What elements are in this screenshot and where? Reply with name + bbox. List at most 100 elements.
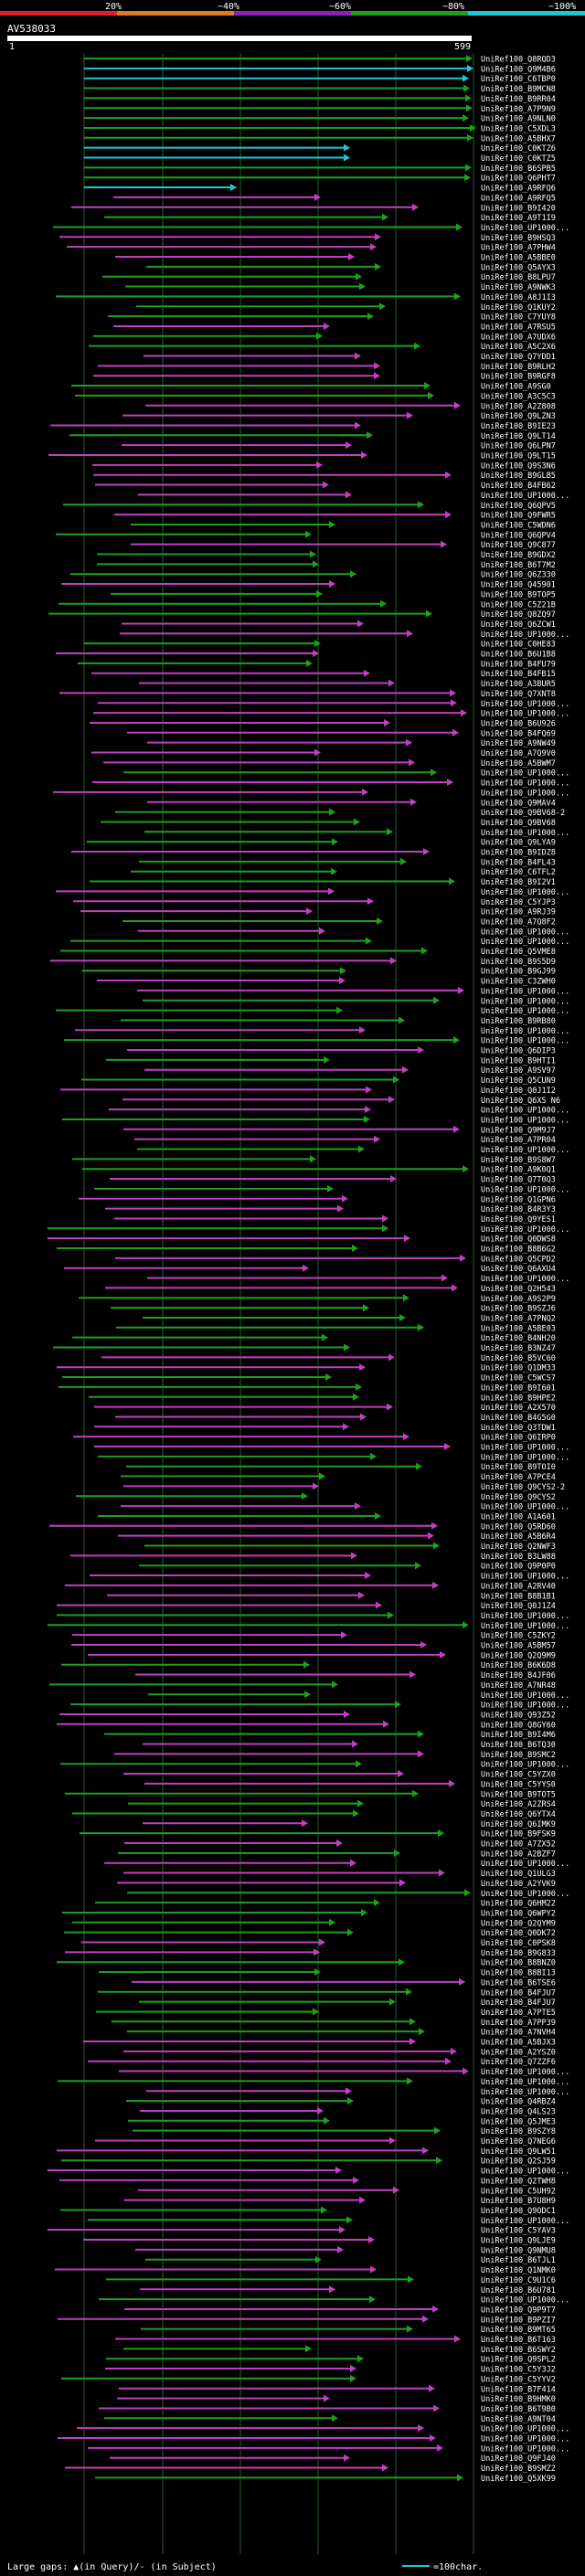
hit-arrow <box>313 560 319 568</box>
hit-arrow <box>324 2394 330 2402</box>
hit-arrow <box>419 2028 425 2036</box>
hit-arrow <box>424 382 431 390</box>
hit-label: UniRef100_UP1000... <box>481 1701 569 1711</box>
hit-arrow <box>457 2474 463 2482</box>
hit-arrow <box>370 243 377 251</box>
hit-arrow <box>303 1264 309 1272</box>
hit-arrow <box>355 421 361 429</box>
hit-label: UniRef100_A9SG0 <box>481 383 551 392</box>
hit-arrow <box>436 2157 442 2165</box>
hit-label: UniRef100_B8B1B1 <box>481 1592 556 1601</box>
hit-label: UniRef100_Q8RQD3 <box>481 56 556 65</box>
hit-arrow <box>412 1789 419 1797</box>
hit-label: UniRef100_A7PCE4 <box>481 1473 556 1482</box>
hit-arrow <box>430 2434 436 2442</box>
hit-arrow <box>463 114 469 122</box>
hit-arrow <box>306 659 313 667</box>
hit-label: UniRef100_UP1000... <box>481 1612 569 1621</box>
hit-arrow <box>380 599 387 608</box>
hit-label: UniRef100_UP1000... <box>481 2435 569 2444</box>
hit-arrow <box>304 1691 311 1699</box>
hit-label: UniRef100_A9NLN0 <box>481 115 556 124</box>
hit-arrow <box>313 2008 319 2016</box>
hit-arrow <box>347 1928 354 1936</box>
hit-arrow <box>374 362 380 370</box>
scale-segment <box>468 11 585 16</box>
hit-label: UniRef100_Q5VME8 <box>481 948 556 957</box>
hit-label: UniRef100_B9GJ99 <box>481 968 556 977</box>
scale-segment <box>234 11 351 16</box>
hit-arrow <box>366 937 372 945</box>
hit-arrow <box>434 2126 441 2135</box>
hit-arrow <box>353 1393 359 1401</box>
hit-arrow <box>452 728 459 737</box>
hit-arrow <box>356 272 362 281</box>
hit-arrow <box>303 1660 310 1669</box>
hit-arrow <box>439 1869 445 1877</box>
hit-arrow <box>352 1740 358 1748</box>
hit-arrow <box>402 1065 409 1074</box>
hit-arrow <box>364 669 370 677</box>
hit-label: UniRef100_Q9LJE9 <box>481 2237 556 2246</box>
scale-legend: =100char. <box>433 2562 483 2572</box>
hit-arrow <box>458 986 464 994</box>
hit-label: UniRef100_B9HMK0 <box>481 2395 556 2404</box>
hit-label: UniRef100_B9SZY8 <box>481 2127 556 2136</box>
hit-arrow <box>355 1502 361 1511</box>
hit-label: UniRef100_B9RR04 <box>481 95 556 104</box>
hit-arrow <box>346 491 352 499</box>
hit-arrow <box>432 1581 439 1589</box>
hit-label: UniRef100_A5BHX7 <box>481 134 556 143</box>
hit-label: UniRef100_C0HE83 <box>481 641 556 650</box>
hit-label: UniRef100_Q9ODC1 <box>481 2207 556 2216</box>
hit-arrow <box>454 292 461 301</box>
hit-arrow <box>354 818 360 826</box>
hit-arrow <box>375 1511 381 1520</box>
hit-arrow <box>418 2424 424 2433</box>
hit-label: UniRef100_Q7YDD1 <box>481 353 556 362</box>
hit-label: UniRef100_B9TOP5 <box>481 590 556 599</box>
hit-label: UniRef100_Q6HM22 <box>481 1900 556 1909</box>
hit-arrow <box>399 1016 405 1024</box>
hit-arrow <box>459 1977 465 1986</box>
hit-label: UniRef100_B8LPU7 <box>481 273 556 282</box>
hit-arrow <box>314 748 321 757</box>
hit-label: UniRef100_A5BBE0 <box>481 254 556 263</box>
hit-arrow <box>418 1046 424 1054</box>
hit-arrow <box>369 2295 376 2304</box>
hit-arrow <box>319 927 325 935</box>
hit-label: UniRef100_UP1000... <box>481 1037 569 1046</box>
hit-label: UniRef100_UP1000... <box>481 928 569 937</box>
hit-label: UniRef100_C0KTZ6 <box>481 144 556 154</box>
hit-arrow <box>467 133 473 142</box>
scale-label: ~40% <box>218 2 239 12</box>
hit-label: UniRef100_Q6YTX4 <box>481 1810 556 1819</box>
hit-label: UniRef100_B6TQ30 <box>481 1741 556 1750</box>
hit-arrow <box>359 282 366 291</box>
hit-label: UniRef100_UP1000... <box>481 710 569 719</box>
gridlines <box>83 53 474 2554</box>
hit-arrow <box>395 1701 401 1709</box>
hit-label: UniRef100_C5WDN6 <box>481 521 556 530</box>
hit-label: UniRef100_C5WCS7 <box>481 1374 556 1383</box>
hit-label: UniRef100_UP1000... <box>481 1573 569 1582</box>
hit-arrow <box>454 2335 461 2343</box>
hit-arrow <box>431 1521 438 1530</box>
hit-label: UniRef100_Q9M4B6 <box>481 65 556 74</box>
hit-arrow <box>454 401 461 409</box>
hit-arrow <box>410 2018 416 2026</box>
hit-arrow <box>365 1106 371 1114</box>
hit-arrow <box>410 798 417 806</box>
hit-arrow <box>374 1135 380 1143</box>
hit-arrow <box>350 1859 356 1867</box>
hit-label: UniRef100_Q9BV68-2 <box>481 809 565 818</box>
hit-label: UniRef100_Q9BV68 <box>481 819 556 828</box>
hit-label: UniRef100_Q5CUN9 <box>481 1076 556 1086</box>
hit-label: UniRef100_A7RSU5 <box>481 323 556 332</box>
hit-label: UniRef100_UP1000... <box>481 1027 569 1036</box>
hit-arrow <box>316 461 323 469</box>
hit-label: UniRef100_Q6QPV4 <box>481 531 556 540</box>
hit-label: UniRef100_Q8ZQ97 <box>481 610 556 620</box>
hit-label: UniRef100_UP1000... <box>481 769 569 779</box>
